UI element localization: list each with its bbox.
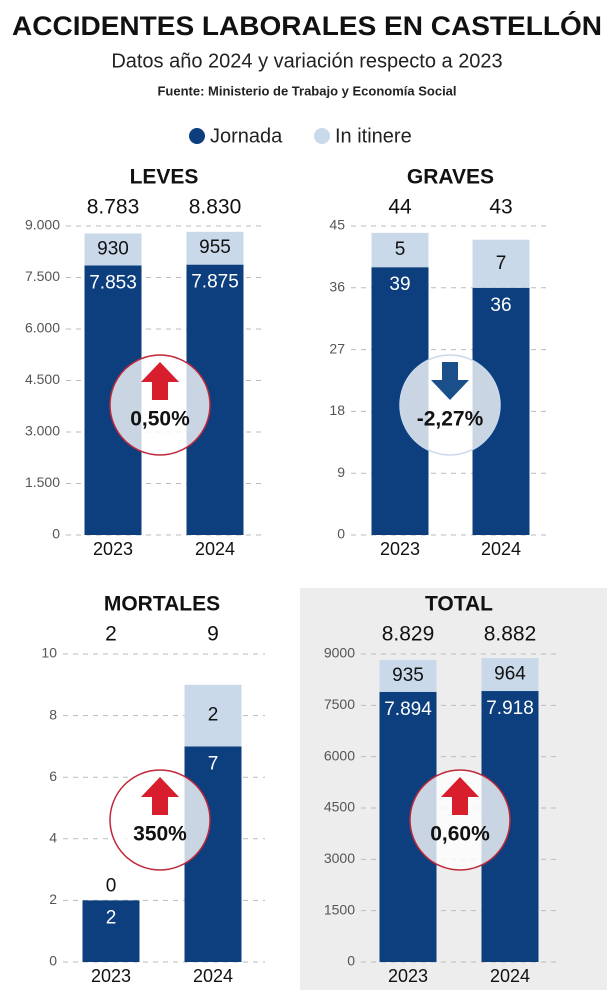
y-tick-label: 3.000 [25, 423, 60, 439]
x-tick-label: 2024 [481, 539, 521, 559]
change-badge [399, 354, 501, 456]
y-tick-label: 6 [49, 768, 57, 784]
y-tick-label: 6.000 [25, 320, 60, 336]
y-tick-label: 4500 [324, 799, 355, 815]
x-tick-label: 2023 [388, 966, 428, 986]
change-label: 0,60% [430, 823, 490, 846]
total-label: 8.882 [484, 623, 537, 646]
title: ACCIDENTES LABORALES EN CASTELLÓN [12, 10, 602, 41]
value-label: 7.853 [89, 272, 137, 293]
total-label: 8.829 [382, 623, 435, 646]
bar-segment [84, 233, 142, 266]
y-tick-label: 7500 [324, 696, 355, 712]
change-label: -2,27% [417, 408, 484, 431]
x-tick-label: 2024 [195, 539, 235, 559]
value-label: 36 [490, 295, 511, 316]
bar-segment [472, 239, 530, 288]
value-label: 39 [389, 274, 410, 295]
x-tick-label: 2023 [91, 966, 131, 986]
y-tick-label: 36 [329, 279, 345, 295]
value-label: 930 [97, 238, 129, 259]
y-tick-label: 2 [49, 891, 57, 907]
y-tick-label: 18 [329, 402, 345, 418]
y-tick-label: 0 [49, 953, 57, 969]
arrow-up [141, 777, 179, 815]
value-label: 7.918 [486, 698, 534, 719]
y-tick-label: 9000 [324, 645, 355, 661]
total-label: 9 [207, 623, 219, 646]
y-tick-label: 9 [337, 464, 345, 480]
x-tick-label: 2024 [193, 966, 233, 986]
y-tick-label: 1.500 [25, 474, 60, 490]
total-label: 43 [489, 196, 512, 219]
bar-segment [184, 684, 242, 747]
total-label: 8.783 [87, 196, 140, 219]
legend-swatch [314, 128, 330, 144]
x-tick-label: 2023 [93, 539, 133, 559]
y-tick-label: 4.500 [25, 371, 60, 387]
change-label: 350% [133, 823, 187, 846]
x-tick-label: 2023 [380, 539, 420, 559]
value-label: 0 [106, 875, 117, 896]
y-tick-label: 6000 [324, 747, 355, 763]
bar-segment [371, 232, 429, 268]
bar-segment [379, 659, 437, 692]
value-label: 7 [496, 253, 507, 274]
value-label: 2 [208, 705, 219, 726]
arrow-down [431, 362, 469, 400]
value-label: 7.875 [191, 272, 239, 293]
change-badge [109, 354, 211, 456]
change-badge [409, 769, 511, 871]
change-badge [109, 769, 211, 871]
y-tick-label: 1500 [324, 901, 355, 917]
legend-label: Jornada [210, 125, 283, 147]
y-tick-label: 0 [347, 953, 355, 969]
y-tick-label: 0 [52, 526, 60, 542]
y-tick-label: 9.000 [25, 217, 60, 233]
value-label: 5 [395, 239, 406, 260]
y-tick-label: 3000 [324, 850, 355, 866]
subtitle: Datos año 2024 y variación respecto a 20… [111, 50, 502, 72]
bar-segment [481, 658, 539, 692]
y-tick-label: 8 [49, 706, 57, 722]
legend-label: In itinere [335, 125, 412, 147]
value-label: 964 [494, 664, 526, 685]
source: Fuente: Ministerio de Trabajo y Economía… [157, 83, 456, 98]
value-label: 2 [106, 907, 117, 928]
arrow-up [441, 777, 479, 815]
x-tick-label: 2024 [490, 966, 530, 986]
chart-title: TOTAL [425, 593, 493, 616]
total-label: 2 [105, 623, 117, 646]
y-tick-label: 7.500 [25, 268, 60, 284]
chart-title: GRAVES [407, 166, 494, 189]
change-label: 0,50% [130, 408, 190, 431]
value-label: 935 [392, 665, 424, 686]
legend-swatch [189, 128, 205, 144]
y-tick-label: 45 [329, 217, 345, 233]
bar-segment [82, 900, 140, 962]
bar-segment [186, 231, 244, 265]
y-tick-label: 4 [49, 830, 57, 846]
y-tick-label: 27 [329, 340, 345, 356]
arrow-up [141, 362, 179, 400]
value-label: 7 [208, 753, 219, 774]
value-label: 955 [199, 237, 231, 258]
value-label: 7.894 [384, 699, 432, 720]
chart-title: LEVES [130, 166, 199, 189]
y-tick-label: 0 [337, 526, 345, 542]
total-label: 8.830 [189, 196, 242, 219]
chart-title: MORTALES [104, 593, 220, 616]
total-label: 44 [388, 196, 412, 219]
y-tick-label: 10 [41, 645, 57, 661]
